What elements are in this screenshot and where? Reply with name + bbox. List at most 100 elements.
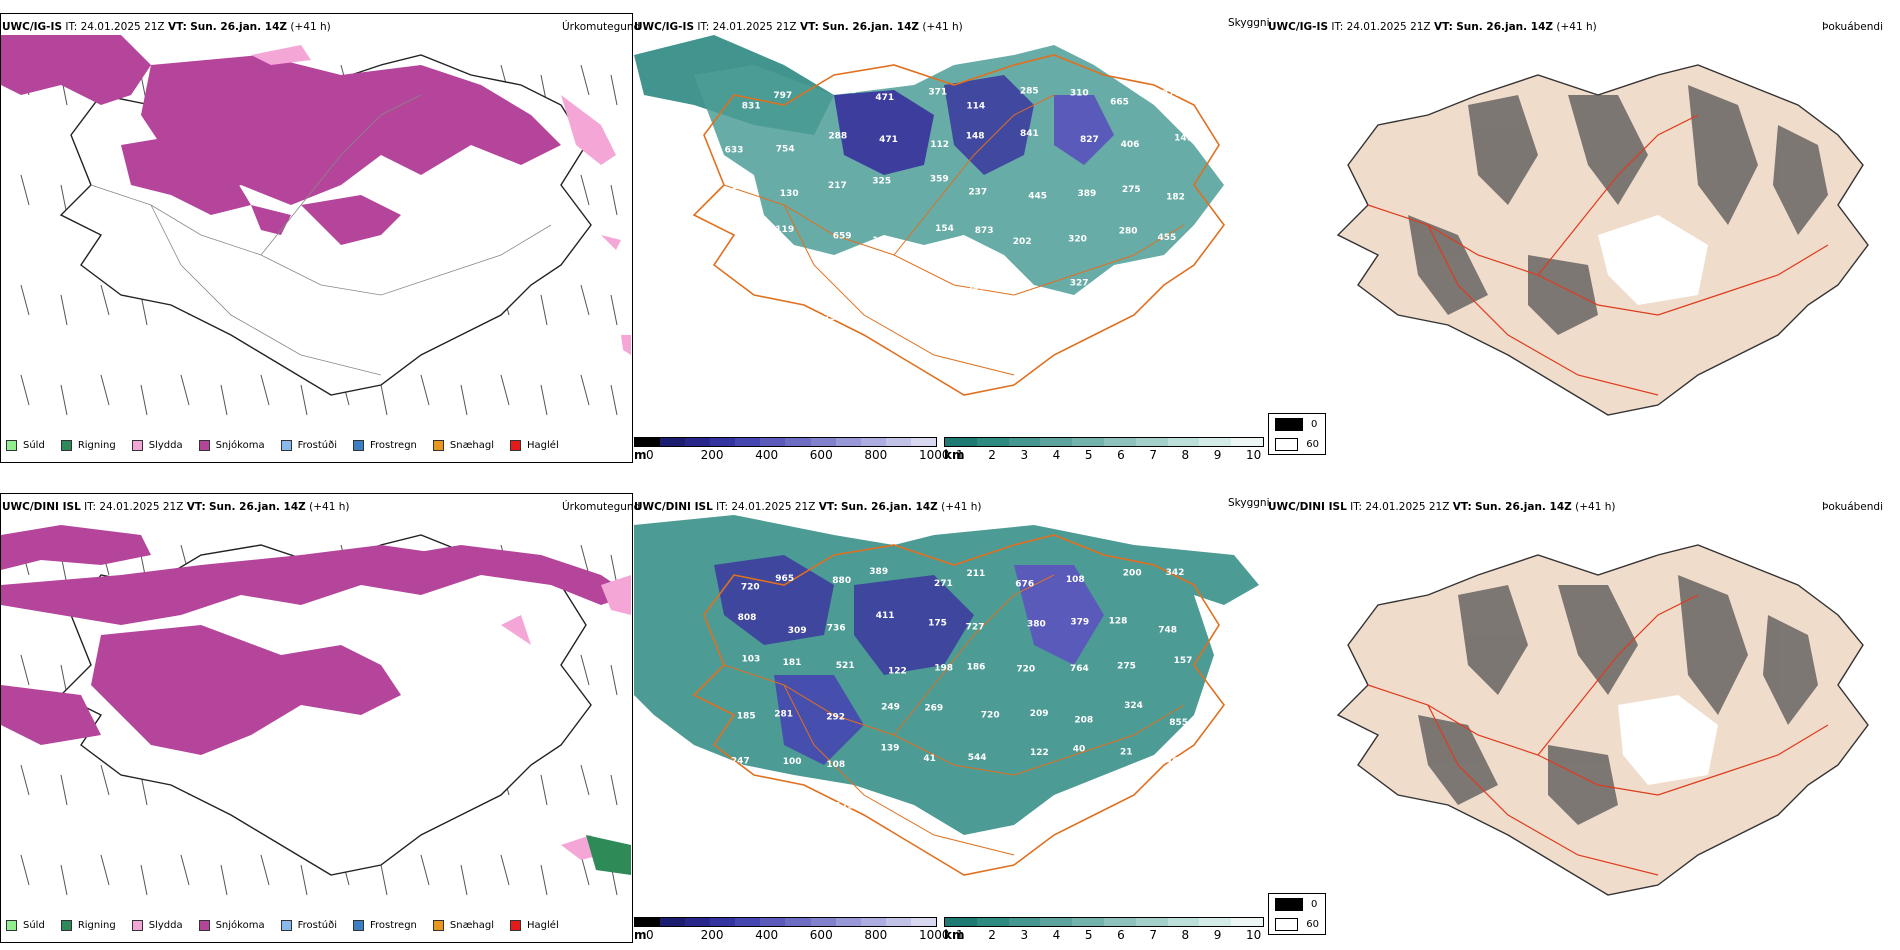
colorbar-tick: 0 xyxy=(646,448,654,462)
visibility-colorbar-2: km 1 2 3 4 5 6 7 8 9 10 xyxy=(944,917,1264,943)
cloud-base-label: 736 xyxy=(827,623,846,633)
cloud-base-label: 659 xyxy=(833,232,852,242)
cloud-base-label: 748 xyxy=(1158,626,1177,636)
cloud-base-label: 202 xyxy=(1013,237,1032,247)
colorbar-tick: 4 xyxy=(1052,448,1061,462)
colorbar-tick: 2 xyxy=(988,448,996,462)
colorbar-cell xyxy=(1072,438,1104,446)
cloud-base-label: 253 xyxy=(1124,265,1143,275)
model-name: UWC/IG-IS xyxy=(2,21,63,33)
colorbar-tick: 1000 xyxy=(919,448,950,462)
legend-swatch xyxy=(432,440,444,451)
colorbar-cell xyxy=(735,918,761,926)
colorbar-tick: 800 xyxy=(864,928,888,942)
fog-panel-header-2: UWC/DINI ISL IT: 24.01.2025 21Z VT: Sun.… xyxy=(1268,501,1616,513)
colorbar-cell xyxy=(976,918,1009,926)
cloud-base-label: 141 xyxy=(1174,134,1193,144)
colorbar-cell xyxy=(785,918,811,926)
legend-item: Súld xyxy=(6,920,45,931)
cloud-base-label: 544 xyxy=(968,753,987,763)
colorbar-cell xyxy=(1199,918,1232,926)
colorbar-cell xyxy=(1167,438,1200,446)
legend-item: Snjókoma xyxy=(198,920,265,931)
cloud-base-label: 445 xyxy=(1028,191,1047,201)
colorbar-cell xyxy=(635,438,661,446)
cloud-base-label: 249 xyxy=(881,703,900,713)
colorbar-cell xyxy=(735,438,761,446)
cloud-base-label: 174 xyxy=(918,327,937,337)
cloud-base-label: 850 xyxy=(833,276,852,286)
cloud-base-label: 764 xyxy=(1070,664,1089,674)
legend-item: Frostúði xyxy=(280,920,337,931)
cloud-base-label: 168 xyxy=(772,314,791,324)
cloud-base-label: 139 xyxy=(881,743,900,753)
cloud-base-label: 41 xyxy=(923,754,936,764)
cloud-base-label: 108 xyxy=(1066,575,1085,585)
fog-map-2 xyxy=(1336,544,1869,896)
legend-swatch xyxy=(280,440,292,451)
legend-item: Snæhagl xyxy=(432,920,494,931)
height-colorbar-1: m 0 200 400 600 800 1000 xyxy=(634,437,950,463)
legend-swatch xyxy=(510,440,522,451)
cloud-base-label: 119 xyxy=(775,225,794,235)
precip-map-2 xyxy=(1,525,631,896)
cloud-base-label: 122 xyxy=(888,666,907,676)
legend-item: Haglél xyxy=(510,920,559,931)
fog-panel-header-1: UWC/IG-IS IT: 24.01.2025 21Z VT: Sun. 26… xyxy=(1268,21,1597,33)
colorbar-tick: 8 xyxy=(1181,928,1190,942)
fog-panel-title-1: Þokuábendi xyxy=(1822,21,1883,33)
cloud-base-label: 253 xyxy=(729,317,748,327)
cloud-legend-2: 0 60 xyxy=(1268,893,1326,935)
cloud-base-label: 808 xyxy=(738,613,757,623)
cloud-base-label: 327 xyxy=(1070,279,1089,289)
cloud-base-label: 460 xyxy=(1166,757,1185,767)
legend-item: Haglél xyxy=(510,440,559,451)
colorbar-unit: m xyxy=(634,928,647,942)
fog-panel-title-2: Þokuábendi xyxy=(1822,501,1883,513)
visibility-map-1: 831 797 268 471 371 114 285 310 665 276 633 754 288 4… xyxy=(634,35,1225,396)
iceland-outline xyxy=(692,54,1225,396)
legend-item: Rigning xyxy=(60,440,116,451)
legend-swatch xyxy=(60,440,72,451)
legend-item: Snæhagl xyxy=(432,440,494,451)
colorbar-cell xyxy=(835,438,861,446)
fog-map-1 xyxy=(1336,64,1869,416)
cloud-base-label: 198 xyxy=(883,310,902,320)
cloud-base-label: 211 xyxy=(967,569,986,579)
colorbar-tick: 10 xyxy=(1246,448,1262,462)
precip-panel-title-2: Úrkomutegund xyxy=(562,501,641,513)
cloud-base-label: 112 xyxy=(930,140,949,150)
roads xyxy=(90,94,552,376)
vis-panel-title-1: Skyggni xyxy=(1228,17,1270,29)
colorbar-cell xyxy=(1231,918,1263,926)
colorbar-cell xyxy=(710,438,736,446)
legend-item: Frostregn xyxy=(353,920,417,931)
colorbar-cell xyxy=(945,918,977,926)
legend-item: Frostúði xyxy=(280,440,337,451)
colorbar-cell xyxy=(1008,438,1041,446)
cloud-base-label: 285 xyxy=(1020,87,1039,97)
colorbar-cell xyxy=(835,918,861,926)
colorbar-tick: 2 xyxy=(988,928,996,942)
colorbar-unit: km xyxy=(944,448,965,462)
colorbar-tick: 1000 xyxy=(919,928,950,942)
cloud-base-label: 182 xyxy=(1166,193,1185,203)
cloud-base-label: 128 xyxy=(1109,617,1128,627)
cloud-base-label: 827 xyxy=(1080,135,1099,145)
cloud-base-label: 797 xyxy=(773,91,792,101)
cloud-base-label: 455 xyxy=(1158,233,1177,243)
cloud-base-label: 841 xyxy=(1020,129,1039,139)
cloud-base-label: 359 xyxy=(930,175,949,185)
colorbar-cell xyxy=(1135,918,1168,926)
cloud-base-label: 880 xyxy=(832,576,851,586)
colorbar-tick: 9 xyxy=(1213,928,1222,942)
legend-item: Súld xyxy=(6,440,45,451)
colorbar-tick: 5 xyxy=(1084,448,1093,462)
cloud-base-label: 181 xyxy=(783,658,802,668)
colorbar-cell xyxy=(1008,918,1041,926)
cloud-base-label: 173 xyxy=(835,801,854,811)
cloud-base-label: 471 xyxy=(875,93,894,103)
colorbar-cell xyxy=(976,438,1009,446)
legend-item: Snjókoma xyxy=(198,440,265,451)
colorbar-tick: 0 xyxy=(646,928,654,942)
